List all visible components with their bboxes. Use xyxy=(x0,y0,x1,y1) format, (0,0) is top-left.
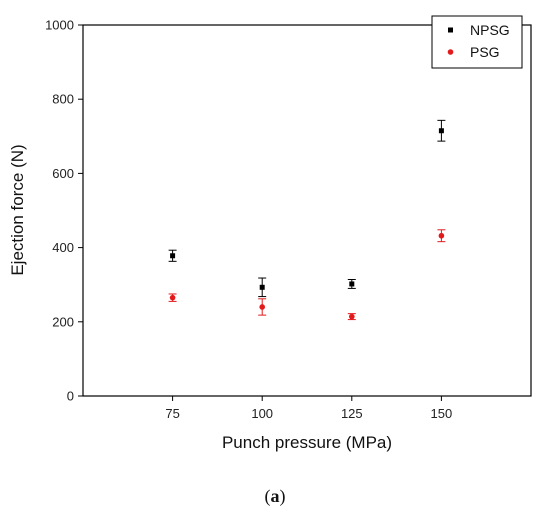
data-point xyxy=(170,253,176,259)
ejection-force-chart: 0 200 400 600 800 1000 75 100 125 150 Punch press… xyxy=(8,15,532,452)
caption-letter: a xyxy=(270,486,280,506)
axis-ticks: 0 200 400 600 800 1000 75 100 125 150 xyxy=(45,18,452,422)
y-tick-label: 400 xyxy=(52,240,74,255)
data-point xyxy=(169,294,176,301)
x-tick-label: 150 xyxy=(431,406,453,421)
legend-marker-npsg xyxy=(448,27,453,33)
caption-close-paren: ) xyxy=(279,486,286,506)
y-tick-label: 1000 xyxy=(45,18,74,33)
series-npsg xyxy=(168,119,446,298)
data-point xyxy=(349,281,355,287)
data-point xyxy=(438,128,444,134)
x-tick-label: 100 xyxy=(251,406,273,421)
y-tick-label: 800 xyxy=(52,92,74,107)
x-tick-label: 125 xyxy=(341,406,363,421)
legend-label-npsg: NPSG xyxy=(470,22,510,38)
legend-marker-psg xyxy=(447,49,454,55)
y-tick-label: 600 xyxy=(52,166,74,181)
x-tick-label: 75 xyxy=(165,406,179,421)
data-marks xyxy=(168,119,446,321)
axes xyxy=(82,24,532,397)
y-tick-label: 0 xyxy=(67,389,74,404)
data-point xyxy=(259,284,265,290)
data-point xyxy=(349,313,355,320)
x-axis-title: Punch pressure (MPa) xyxy=(222,433,392,452)
caption-open-paren: ( xyxy=(264,486,271,506)
y-axis-title: Ejection force (N) xyxy=(8,144,27,275)
data-point xyxy=(259,304,266,310)
legend-box xyxy=(431,15,523,69)
data-point xyxy=(438,232,445,239)
y-tick-label: 200 xyxy=(52,314,74,329)
plot-frame xyxy=(82,24,532,397)
series-psg xyxy=(168,229,446,321)
figure-caption: (a) xyxy=(0,486,550,507)
legend-label-psg: PSG xyxy=(470,44,500,60)
legend: NPSG PSG xyxy=(431,15,523,69)
